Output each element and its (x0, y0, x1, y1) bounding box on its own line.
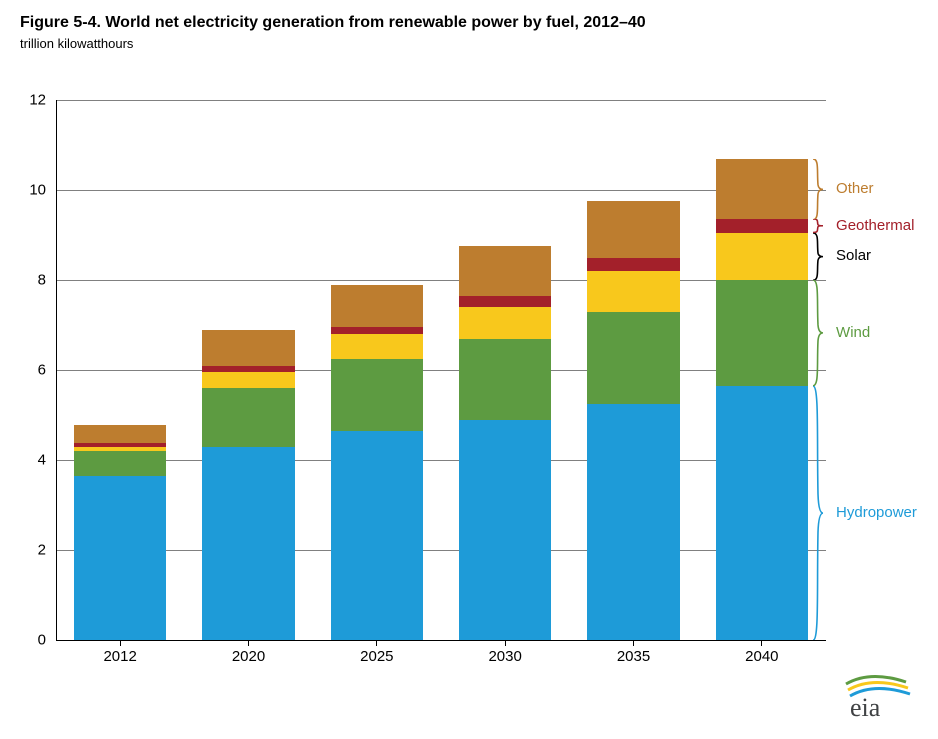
x-tick-label: 2012 (103, 640, 136, 665)
series-brace-wind (812, 280, 824, 386)
bar-2035 (587, 201, 679, 640)
gridline (56, 550, 826, 551)
bar-segment-wind (74, 451, 166, 476)
gridline (56, 370, 826, 371)
series-brace-hydropower (812, 386, 824, 640)
bar-segment-wind (716, 280, 808, 386)
y-axis (56, 100, 57, 640)
series-label-geothermal: Geothermal (836, 217, 914, 234)
x-tick-label: 2020 (232, 640, 265, 665)
bar-segment-hydropower (74, 476, 166, 640)
x-axis (56, 640, 826, 641)
bar-segment-geothermal (459, 296, 551, 307)
bar-segment-solar (331, 334, 423, 359)
bar-2025 (331, 285, 423, 641)
series-label-wind: Wind (836, 324, 870, 341)
series-label-other: Other (836, 180, 874, 197)
series-brace-solar (812, 233, 824, 280)
bar-segment-other (587, 201, 679, 257)
series-brace-other (812, 159, 824, 220)
bar-2012 (74, 425, 166, 640)
bar-segment-wind (202, 388, 294, 447)
bar-segment-solar (716, 233, 808, 280)
bar-segment-geothermal (331, 327, 423, 334)
gridline (56, 280, 826, 281)
chart-subtitle: trillion kilowatthours (20, 36, 133, 51)
eia-logo: eia (840, 672, 914, 725)
bar-segment-wind (587, 312, 679, 404)
bar-segment-hydropower (202, 447, 294, 641)
bar-2020 (202, 330, 294, 641)
bar-segment-geothermal (202, 366, 294, 373)
y-tick-label: 4 (38, 452, 56, 469)
bar-segment-wind (331, 359, 423, 431)
series-brace-geothermal (812, 219, 824, 233)
gridline (56, 100, 826, 101)
plot-area: 024681012201220202025203020352040OtherGe… (56, 100, 826, 640)
y-tick-label: 8 (38, 272, 56, 289)
eia-logo-text: eia (850, 693, 881, 720)
bar-segment-hydropower (587, 404, 679, 640)
bar-segment-hydropower (331, 431, 423, 640)
y-tick-label: 12 (29, 92, 56, 109)
bar-segment-solar (459, 307, 551, 339)
bar-segment-other (716, 159, 808, 220)
x-tick-label: 2030 (488, 640, 521, 665)
y-tick-label: 10 (29, 182, 56, 199)
x-tick-label: 2035 (617, 640, 650, 665)
bar-segment-hydropower (459, 420, 551, 641)
series-label-solar: Solar (836, 247, 871, 264)
bar-segment-solar (587, 271, 679, 312)
y-tick-label: 6 (38, 362, 56, 379)
bar-2030 (459, 246, 551, 640)
bar-segment-geothermal (716, 219, 808, 233)
gridline (56, 460, 826, 461)
bar-2040 (716, 159, 808, 641)
x-tick-label: 2040 (745, 640, 778, 665)
series-label-hydropower: Hydropower (836, 504, 917, 521)
bar-segment-other (74, 425, 166, 443)
bar-segment-other (459, 246, 551, 296)
chart-title: Figure 5-4. World net electricity genera… (20, 14, 646, 32)
bar-segment-other (202, 330, 294, 366)
bar-segment-wind (459, 339, 551, 420)
gridline (56, 190, 826, 191)
y-tick-label: 2 (38, 542, 56, 559)
bar-segment-geothermal (587, 258, 679, 272)
bar-segment-solar (202, 372, 294, 388)
x-tick-label: 2025 (360, 640, 393, 665)
bar-segment-other (331, 285, 423, 328)
y-tick-label: 0 (38, 632, 56, 649)
bar-segment-hydropower (716, 386, 808, 640)
